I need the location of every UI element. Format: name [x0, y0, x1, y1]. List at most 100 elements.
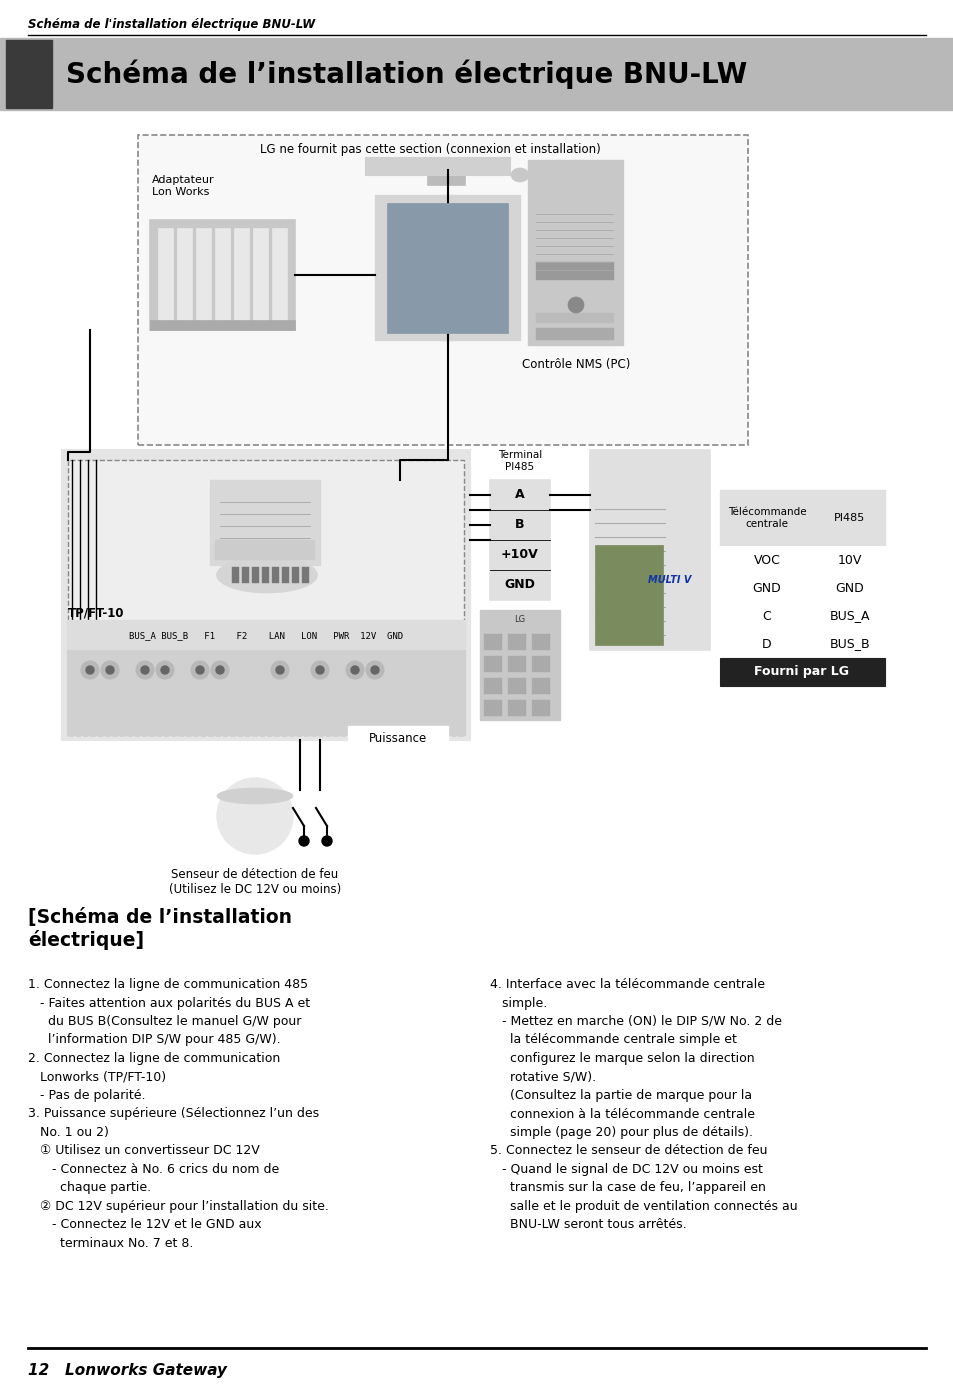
Text: GND: GND: [504, 579, 535, 592]
Text: transmis sur la case de feu, l’appareil en: transmis sur la case de feu, l’appareil …: [490, 1182, 765, 1195]
Bar: [536, 327, 614, 340]
Bar: [720, 546, 814, 574]
Bar: [507, 656, 525, 672]
Bar: [67, 651, 464, 734]
Text: [Schéma de l’installation
électrique]: [Schéma de l’installation électrique]: [28, 908, 292, 950]
Bar: [483, 700, 501, 716]
Text: A: A: [515, 488, 524, 501]
Bar: [302, 567, 309, 583]
Bar: [387, 203, 507, 333]
Circle shape: [161, 666, 169, 674]
Bar: [252, 567, 258, 583]
Circle shape: [298, 837, 309, 846]
Text: - Connectez à No. 6 crics du nom de: - Connectez à No. 6 crics du nom de: [28, 1163, 279, 1177]
Bar: [427, 166, 464, 185]
Circle shape: [86, 666, 94, 674]
Bar: [177, 228, 192, 322]
Text: BUS_A: BUS_A: [829, 610, 869, 623]
Bar: [483, 656, 501, 672]
Bar: [532, 634, 550, 651]
Bar: [536, 313, 614, 323]
Text: Fourni par LG: Fourni par LG: [754, 666, 848, 679]
Text: Senseur de détection de feu
(Utilisez le DC 12V ou moins): Senseur de détection de feu (Utilisez le…: [169, 867, 341, 895]
Text: TP/FT-10: TP/FT-10: [68, 607, 125, 620]
Text: MULTI V: MULTI V: [648, 575, 691, 585]
Text: BUS_B: BUS_B: [829, 638, 869, 651]
Bar: [210, 480, 319, 565]
Bar: [195, 228, 211, 322]
Circle shape: [215, 666, 224, 674]
Circle shape: [106, 666, 113, 674]
Bar: [814, 490, 884, 546]
Text: 5. Connectez le senseur de détection de feu: 5. Connectez le senseur de détection de …: [490, 1144, 767, 1157]
Text: - Quand le signal de DC 12V ou moins est: - Quand le signal de DC 12V ou moins est: [490, 1163, 762, 1177]
Text: Adaptateur
Lon Works: Adaptateur Lon Works: [152, 175, 214, 197]
Text: 1. Connectez la ligne de communication 485: 1. Connectez la ligne de communication 4…: [28, 978, 308, 990]
Circle shape: [211, 660, 229, 679]
Bar: [490, 480, 550, 600]
Circle shape: [81, 660, 99, 679]
Bar: [375, 194, 519, 340]
Bar: [272, 567, 278, 583]
Bar: [532, 679, 550, 694]
Circle shape: [156, 660, 173, 679]
Text: - Mettez en marche (ON) le DIP S/W No. 2 de: - Mettez en marche (ON) le DIP S/W No. 2…: [490, 1016, 781, 1028]
Bar: [483, 634, 501, 651]
FancyBboxPatch shape: [138, 134, 747, 445]
Bar: [483, 679, 501, 694]
Bar: [0, 38, 953, 111]
Circle shape: [366, 660, 384, 679]
Circle shape: [371, 666, 378, 674]
Text: - Faites attention aux polarités du BUS A et: - Faites attention aux polarités du BUS …: [28, 996, 310, 1010]
Bar: [720, 658, 884, 686]
Text: l’information DIP S/W pour 485 G/W).: l’information DIP S/W pour 485 G/W).: [28, 1034, 280, 1046]
Text: Télécommande
centrale: Télécommande centrale: [727, 508, 805, 529]
Circle shape: [191, 660, 209, 679]
Bar: [532, 700, 550, 716]
Bar: [242, 567, 249, 583]
Bar: [507, 634, 525, 651]
Text: rotative S/W).: rotative S/W).: [490, 1070, 596, 1083]
Text: - Connectez le 12V et le GND aux: - Connectez le 12V et le GND aux: [28, 1219, 261, 1231]
Bar: [814, 602, 884, 630]
Bar: [158, 228, 172, 322]
Bar: [720, 630, 814, 658]
FancyBboxPatch shape: [68, 460, 463, 734]
Bar: [232, 567, 239, 583]
Ellipse shape: [216, 557, 316, 593]
Text: Schéma de l’installation électrique BNU-LW: Schéma de l’installation électrique BNU-…: [66, 59, 746, 88]
Circle shape: [322, 837, 332, 846]
Circle shape: [136, 660, 153, 679]
Bar: [150, 320, 294, 330]
Text: salle et le produit de ventilation connectés au: salle et le produit de ventilation conne…: [490, 1200, 797, 1213]
Text: GND: GND: [752, 582, 781, 595]
Bar: [507, 700, 525, 716]
Bar: [532, 656, 550, 672]
Text: PI485: PI485: [834, 513, 864, 523]
Text: +10V: +10V: [500, 548, 538, 561]
Text: Puissance: Puissance: [369, 732, 427, 744]
Bar: [150, 220, 294, 330]
Text: 4. Interface avec la télécommande centrale: 4. Interface avec la télécommande centra…: [490, 978, 764, 990]
Circle shape: [346, 660, 364, 679]
Text: 12   Lonworks Gateway: 12 Lonworks Gateway: [28, 1363, 227, 1378]
Text: BNU-LW seront tous arrêtés.: BNU-LW seront tous arrêtés.: [490, 1219, 686, 1231]
Bar: [292, 567, 298, 583]
Circle shape: [351, 666, 358, 674]
Circle shape: [311, 660, 329, 679]
Circle shape: [271, 660, 289, 679]
Bar: [720, 602, 814, 630]
Bar: [479, 610, 559, 720]
Text: D: D: [761, 638, 771, 651]
Text: terminaux No. 7 et 8.: terminaux No. 7 et 8.: [28, 1237, 193, 1249]
Text: ① Utilisez un convertisseur DC 12V: ① Utilisez un convertisseur DC 12V: [28, 1144, 259, 1157]
Bar: [233, 228, 249, 322]
Ellipse shape: [511, 168, 529, 182]
Text: 10V: 10V: [837, 554, 862, 567]
Text: simple (page 20) pour plus de détails).: simple (page 20) pour plus de détails).: [490, 1126, 752, 1139]
Text: du BUS B(Consultez le manuel G/W pour: du BUS B(Consultez le manuel G/W pour: [28, 1016, 301, 1028]
Ellipse shape: [216, 788, 293, 804]
Bar: [282, 567, 289, 583]
Text: LG: LG: [514, 616, 525, 624]
Text: 2. Connectez la ligne de communication: 2. Connectez la ligne de communication: [28, 1052, 280, 1065]
